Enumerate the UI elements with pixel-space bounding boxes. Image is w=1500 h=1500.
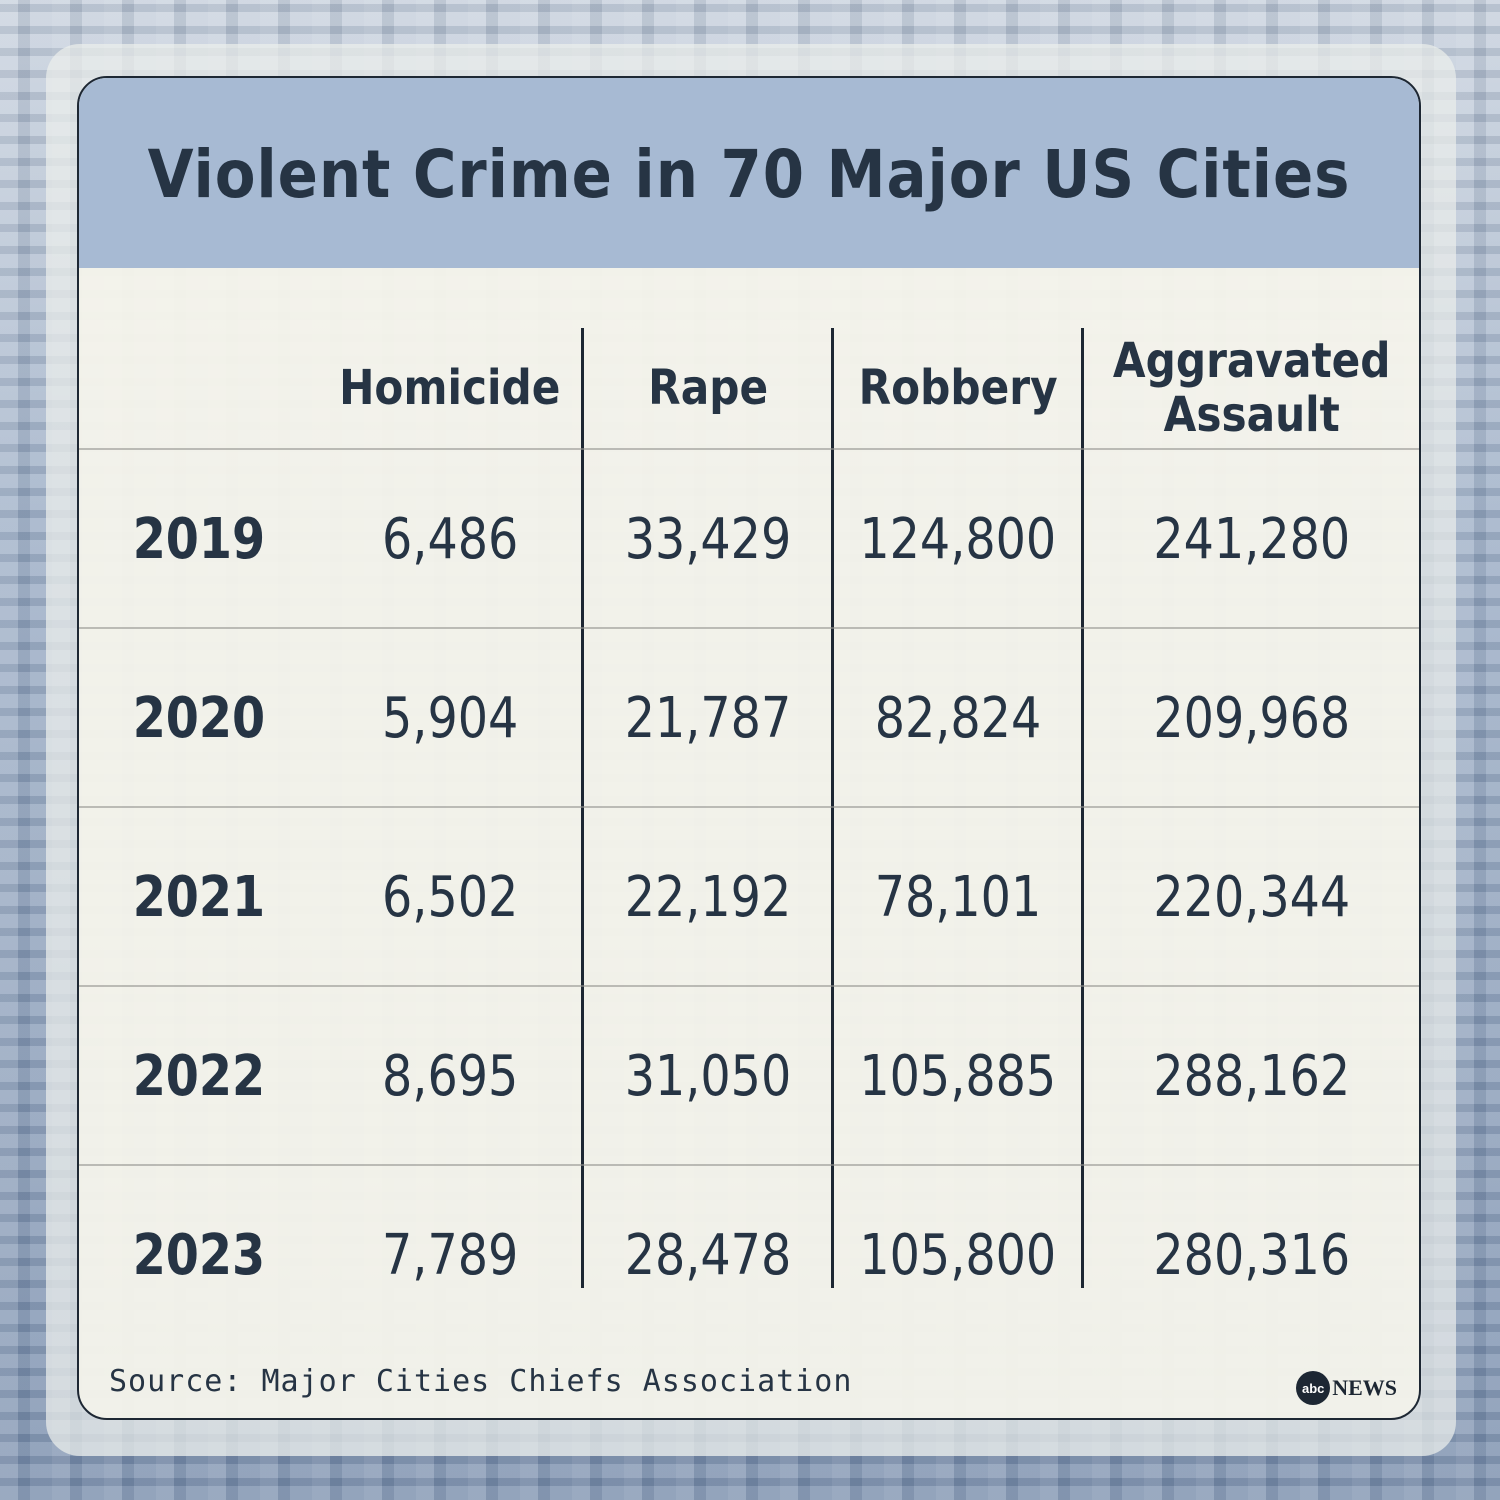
column-header-label: Rape bbox=[648, 361, 768, 415]
table-cell-aggravated-assault: 280,316 bbox=[1083, 1166, 1419, 1344]
cell-value: 28,478 bbox=[624, 1222, 792, 1288]
cell-value: 288,162 bbox=[1153, 1043, 1351, 1109]
table-cell-aggravated-assault: 209,968 bbox=[1083, 629, 1419, 807]
cell-value: 7,789 bbox=[381, 1222, 519, 1288]
table-cell-robbery: 78,101 bbox=[833, 808, 1083, 986]
cell-value: 209,968 bbox=[1153, 685, 1351, 751]
row-year-2023: 2023 bbox=[79, 1166, 319, 1344]
table-cell-aggravated-assault: 220,344 bbox=[1083, 808, 1419, 986]
column-divider bbox=[831, 328, 834, 1288]
column-header-line: Homicide bbox=[339, 360, 561, 416]
cell-value: 78,101 bbox=[874, 864, 1042, 930]
column-header-line: Assault bbox=[1163, 387, 1341, 443]
table-cell-homicide: 6,486 bbox=[319, 450, 581, 628]
table-cell-robbery: 105,885 bbox=[833, 987, 1083, 1165]
cell-value: 124,800 bbox=[859, 506, 1057, 572]
cell-value: 21,787 bbox=[624, 685, 792, 751]
table-cell-robbery: 105,800 bbox=[833, 1166, 1083, 1344]
cell-value: 105,885 bbox=[859, 1043, 1057, 1109]
column-divider bbox=[581, 328, 584, 1288]
cell-value: 6,486 bbox=[381, 506, 519, 572]
column-header-line: Robbery bbox=[858, 360, 1058, 416]
source-note: Source: Major Cities Chiefs Association bbox=[109, 1364, 853, 1399]
table-cell-robbery: 124,800 bbox=[833, 450, 1083, 628]
abc-logo-mark: abc bbox=[1296, 1371, 1331, 1405]
page-title: Violent Crime in 70 Major US Cities bbox=[147, 136, 1351, 213]
table-cell-rape: 31,050 bbox=[583, 987, 833, 1165]
cell-value: 31,050 bbox=[624, 1043, 792, 1109]
cell-value: 241,280 bbox=[1153, 506, 1351, 572]
table-cell-aggravated-assault: 288,162 bbox=[1083, 987, 1419, 1165]
column-header-line: Rape bbox=[648, 360, 768, 416]
row-year-2020: 2020 bbox=[79, 629, 319, 807]
row-divider bbox=[79, 627, 1419, 629]
cell-value: 105,800 bbox=[859, 1222, 1057, 1288]
cell-value: 82,824 bbox=[874, 685, 1042, 751]
abc-news-logo: abc NEWS bbox=[1296, 1371, 1397, 1405]
cell-value: 33,429 bbox=[624, 506, 792, 572]
year-label: 2020 bbox=[132, 685, 266, 751]
table-cell-aggravated-assault: 241,280 bbox=[1083, 450, 1419, 628]
news-logo-text: NEWS bbox=[1332, 1375, 1397, 1400]
row-divider bbox=[79, 448, 1419, 450]
column-header-label: Aggravated Assault bbox=[1113, 334, 1391, 442]
row-divider bbox=[79, 985, 1419, 987]
year-label: 2022 bbox=[132, 1043, 266, 1109]
cell-value: 280,316 bbox=[1153, 1222, 1351, 1288]
table-cell-rape: 28,478 bbox=[583, 1166, 833, 1344]
row-divider bbox=[79, 1164, 1419, 1166]
table-cell-homicide: 7,789 bbox=[319, 1166, 581, 1344]
title-banner bbox=[79, 78, 1419, 268]
table-cell-rape: 33,429 bbox=[583, 450, 833, 628]
table-cell-homicide: 5,904 bbox=[319, 629, 581, 807]
column-header-aggravated-assault: Aggravated Assault bbox=[1083, 328, 1419, 448]
row-year-2022: 2022 bbox=[79, 987, 319, 1165]
column-header-rape: Rape bbox=[583, 328, 833, 448]
column-divider bbox=[1081, 328, 1084, 1288]
column-header-label: Robbery bbox=[858, 361, 1057, 415]
table-cell-homicide: 6,502 bbox=[319, 808, 581, 986]
row-year-2021: 2021 bbox=[79, 808, 319, 986]
row-divider bbox=[79, 806, 1419, 808]
column-header-robbery: Robbery bbox=[833, 328, 1083, 448]
year-label: 2023 bbox=[132, 1222, 266, 1288]
cell-value: 22,192 bbox=[624, 864, 792, 930]
column-header-label: Homicide bbox=[339, 361, 560, 415]
cell-value: 8,695 bbox=[381, 1043, 519, 1109]
table-card: Violent Crime in 70 Major US Cities Homi… bbox=[77, 76, 1421, 1420]
year-label: 2021 bbox=[132, 864, 266, 930]
cell-value: 5,904 bbox=[381, 685, 519, 751]
table-cell-homicide: 8,695 bbox=[319, 987, 581, 1165]
cell-value: 6,502 bbox=[381, 864, 519, 930]
column-header-homicide: Homicide bbox=[319, 328, 581, 448]
row-year-2019: 2019 bbox=[79, 450, 319, 628]
table-cell-rape: 22,192 bbox=[583, 808, 833, 986]
column-header-line: Aggravated bbox=[1113, 333, 1391, 389]
year-label: 2019 bbox=[132, 506, 266, 572]
table-cell-robbery: 82,824 bbox=[833, 629, 1083, 807]
table-cell-rape: 21,787 bbox=[583, 629, 833, 807]
cell-value: 220,344 bbox=[1153, 864, 1351, 930]
